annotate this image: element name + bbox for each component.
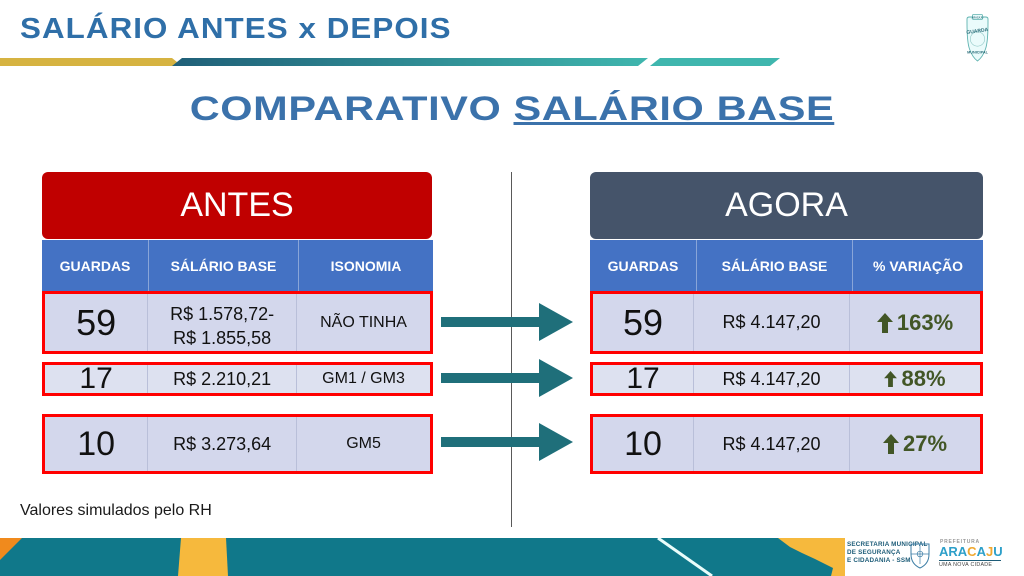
svg-text:MUNICIPAL: MUNICIPAL bbox=[967, 51, 988, 55]
svg-text:ARACAJU: ARACAJU bbox=[972, 16, 984, 19]
